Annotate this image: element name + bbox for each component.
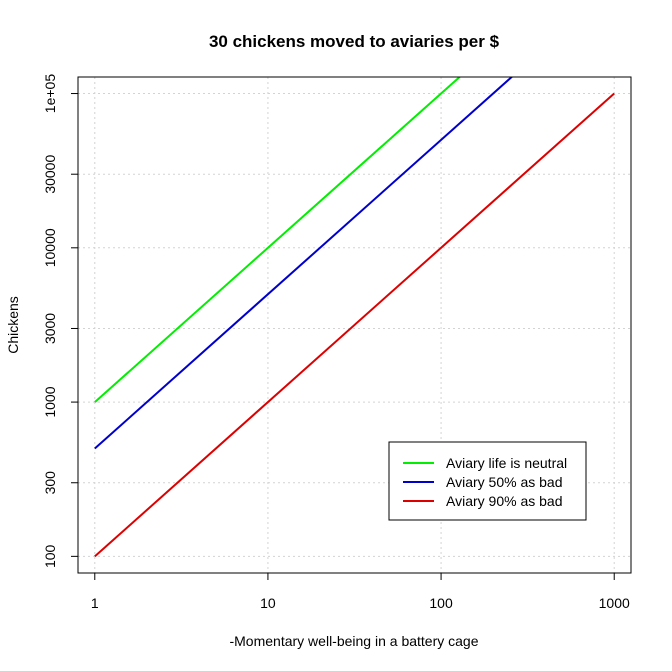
legend-entry: Aviary 50% as bad [446,474,562,490]
y-tick-label: 300 [42,471,58,495]
y-axis-label: Chickens [5,296,21,354]
plot-frame [77,76,632,574]
series-line-2 [94,77,514,450]
y-tick-label: 100 [42,544,58,568]
x-tick-label: 10 [260,595,276,611]
y-tick-label: 30000 [42,155,58,194]
series-group [94,77,615,558]
x-tick-label: 100 [429,595,453,611]
y-tick-label: 3000 [42,313,58,344]
y-tick-label: 10000 [42,228,58,267]
y-tick-label: 1e+05 [42,74,58,114]
x-axis: 1 10 100 1000 [91,573,630,611]
legend: Aviary life is neutral Aviary 50% as bad A… [388,441,587,521]
chart-title: 30 chickens moved to aviaries per $ [209,32,500,51]
series-line-3 [94,92,615,558]
x-tick-label: 1000 [599,595,630,611]
x-tick-label: 1 [91,595,99,611]
legend-entry: Aviary life is neutral [446,455,567,471]
y-axis: 100 300 1000 3000 10000 30000 1e+05 [42,74,78,568]
x-axis-label: -Momentary well-being in a battery cage [229,633,478,649]
legend-entry: Aviary 90% as bad [446,493,562,509]
series-line-1 [94,77,462,403]
y-tick-label: 1000 [42,386,58,417]
